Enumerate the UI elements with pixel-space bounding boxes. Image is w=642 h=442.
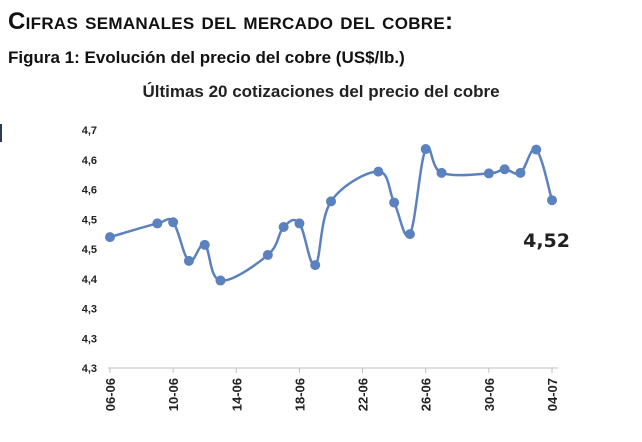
data-point (436, 167, 447, 178)
data-point (262, 249, 273, 260)
x-tick-label: 18-06 (292, 378, 307, 411)
page-title: Cifras semanales del mercado del cobre: (8, 8, 454, 35)
price-series-line (109, 145, 554, 282)
y-tick-label: 4,7 (82, 125, 97, 137)
data-point (215, 275, 226, 286)
data-point (373, 166, 384, 177)
x-tick-label: 22-06 (356, 378, 371, 411)
x-tick-label: 10-06 (166, 378, 181, 411)
x-tick-label: 14-06 (229, 378, 244, 411)
data-point (183, 255, 194, 266)
y-tick-label: 4,6 (82, 185, 97, 197)
y-tick-label: 4,3 (82, 333, 97, 345)
y-tick-label: 4,6 (82, 155, 97, 167)
data-point (326, 196, 336, 207)
x-tick-label: 30-06 (482, 378, 497, 411)
data-point (515, 167, 526, 178)
data-point (278, 221, 289, 232)
x-tick-label: 06-06 (103, 378, 118, 411)
data-point (310, 260, 321, 271)
data-point (152, 218, 163, 229)
x-tick-label: 04-07 (545, 378, 560, 411)
edge-marker (0, 124, 2, 142)
data-point (420, 144, 431, 155)
figure-caption: Figura 1: Evolución del precio del cobre… (8, 48, 405, 67)
data-point (547, 195, 557, 206)
chart-title: Últimas 20 cotizaciones del precio del c… (142, 82, 500, 101)
data-point (483, 168, 494, 179)
data-point (499, 164, 510, 175)
y-axis: 4,3 4,3 4,3 4,4 4,5 4,5 4,6 4,6 4,7 (82, 125, 98, 375)
data-point (168, 217, 179, 228)
y-tick-label: 4,5 (82, 244, 97, 256)
y-tick-label: 4,3 (82, 363, 97, 375)
x-tick-label: 26-06 (419, 378, 434, 411)
y-tick-label: 4,4 (82, 274, 98, 286)
data-point (389, 197, 400, 208)
data-point (199, 239, 210, 250)
data-point (404, 229, 415, 240)
price-points (105, 144, 557, 286)
data-point (105, 232, 115, 243)
x-axis: 06-06 10-06 14-06 18-06 22-06 26-06 30-06 04-07 (103, 368, 560, 411)
y-tick-label: 4,3 (82, 304, 97, 316)
data-point (294, 218, 305, 229)
last-value-label: 4,52 (523, 230, 570, 252)
y-tick-label: 4,5 (82, 214, 97, 226)
data-point (531, 144, 542, 155)
